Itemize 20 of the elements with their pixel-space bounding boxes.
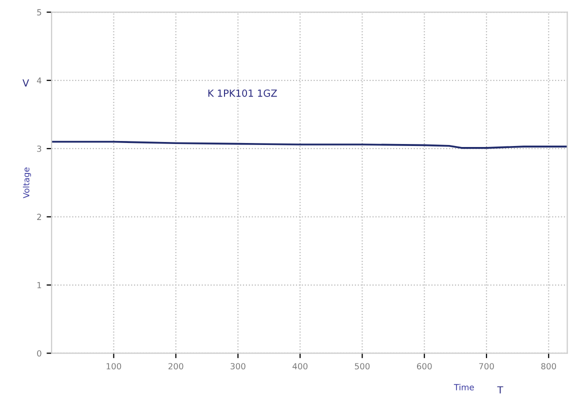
y-tick-label: 5: [37, 9, 42, 16]
y-tick-label: 1: [37, 282, 42, 288]
x-tick-label: 600: [416, 363, 432, 370]
annotation: K 1PK101 1GZ: [208, 89, 277, 97]
y-axis-title: Voltage: [22, 168, 31, 198]
x-tick-label: 800: [541, 363, 556, 370]
x-tick-label: 400: [292, 363, 308, 370]
x-tick-label: 200: [168, 363, 184, 370]
text: V: [22, 79, 30, 86]
x-axis-title: Time: [454, 384, 474, 390]
y-tick-label: 4: [36, 77, 42, 84]
y-tick-label: 0: [37, 350, 42, 357]
text: T: [497, 386, 504, 394]
x-tick-label: 100: [106, 363, 122, 370]
y-tick-label: 2: [37, 214, 42, 220]
y-tick-label: 3: [37, 146, 42, 152]
x-tick-label: 500: [354, 363, 370, 370]
x-tick-label: 700: [479, 363, 494, 370]
x-tick-label: 300: [230, 363, 246, 370]
line-series: [52, 140, 568, 149]
